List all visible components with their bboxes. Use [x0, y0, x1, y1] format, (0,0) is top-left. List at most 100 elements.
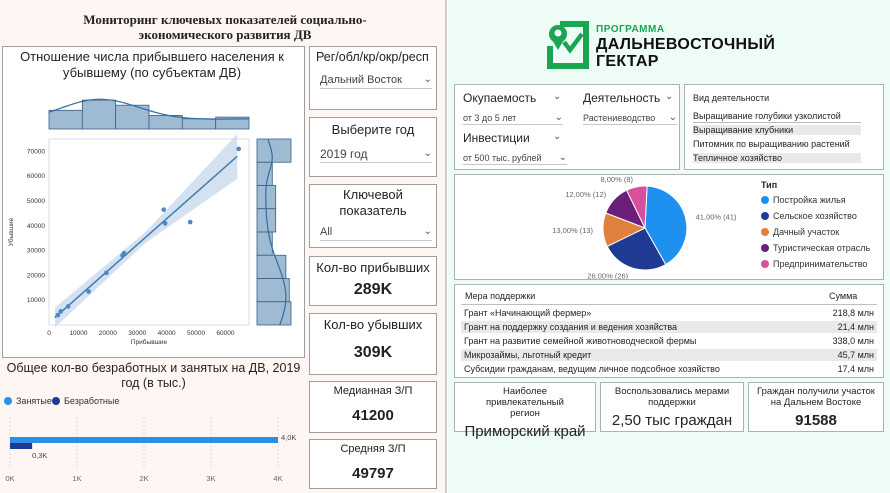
- scatter-chart-panel[interactable]: Отношение числа прибывшего населения к у…: [2, 46, 305, 358]
- kpi-value: 49797: [352, 465, 394, 482]
- pie-chart-panel[interactable]: 41,00% (41) 26,00% (26) 13,00% (13) 12,00% …: [454, 174, 884, 280]
- pie-slice[interactable]: [644, 185, 688, 266]
- scatter-point[interactable]: [161, 207, 167, 212]
- chevron-down-icon: ⌄: [423, 148, 432, 159]
- chevron-down-icon[interactable]: ⌄: [553, 131, 562, 142]
- x-tick-label: 40000: [158, 330, 176, 337]
- left-panel: Мониторинг ключевых показателей социальн…: [0, 0, 447, 493]
- year-dropdown[interactable]: 2019 год ⌄: [320, 145, 432, 163]
- pie-legend-item[interactable]: Предпринимательство: [761, 259, 867, 269]
- legend-unemployed[interactable]: Безработные: [52, 396, 119, 406]
- page-title: Мониторинг ключевых показателей социальн…: [83, 12, 367, 42]
- activity-item[interactable]: Выращивание голубики узколистой: [693, 111, 861, 123]
- scatter-point[interactable]: [162, 221, 168, 226]
- scatter-chart[interactable]: 0 10000 20000 30000 40000 50000 60000 10000 2000…: [3, 81, 304, 357]
- pie-slice[interactable]: [625, 185, 648, 229]
- pie-slice[interactable]: [606, 227, 667, 271]
- activity-item[interactable]: Тепличное хозяйство: [693, 153, 861, 163]
- histogram-bar: [256, 301, 292, 326]
- x-tick-label: 10000: [69, 330, 87, 337]
- pie-legend-item[interactable]: Туристическая отрасль: [761, 243, 870, 253]
- investment-dropdown[interactable]: от 500 тыс. рублей ⌄: [463, 151, 567, 165]
- bar-chart-panel[interactable]: Общее кол-во безработных и занятых на ДВ…: [2, 361, 305, 489]
- y-axis-label: Убывшие: [7, 217, 15, 246]
- year-dropdown-value: 2019 год: [320, 146, 368, 161]
- pie-legend-label: Предпринимательство: [773, 259, 868, 269]
- legend-employed-label: Занятые: [16, 396, 52, 406]
- year-slicer-label: Выберите год: [331, 122, 415, 137]
- bar-employed[interactable]: [10, 437, 278, 443]
- bar-unemployed[interactable]: [10, 443, 33, 449]
- table-row[interactable]: Субсидии гражданам, ведущим личное подсо…: [461, 363, 877, 375]
- x-tick-label: 3K: [206, 474, 215, 483]
- table-cell-measure: Субсидии гражданам, ведущим личное подсо…: [464, 364, 720, 374]
- investment-slicer[interactable]: Инвестиции ⌄ от 500 тыс. рублей ⌄: [459, 129, 567, 167]
- logo-line1: ПРОГРАММА: [596, 24, 665, 35]
- pie-chart[interactable]: 41,00% (41) 26,00% (26) 13,00% (13) 12,00% …: [455, 175, 755, 279]
- scatter-point[interactable]: [236, 146, 242, 152]
- chevron-down-icon: ⌄: [668, 112, 677, 123]
- x-tick-label: 1K: [72, 474, 81, 483]
- investment-slicer-label: Инвестиции: [463, 131, 530, 145]
- right-histogram: [256, 138, 292, 326]
- table-header-sum: Сумма: [829, 291, 858, 301]
- bar-data-label: 0,3K: [32, 451, 47, 460]
- chevron-down-icon: ⌄: [558, 152, 567, 163]
- table-row[interactable]: Микрозаймы, льготный кредит 45,7 млн: [461, 349, 877, 361]
- legend-employed[interactable]: Занятые: [4, 396, 52, 406]
- pie-data-label: 26,00% (26): [587, 272, 628, 279]
- card-value: Приморский край: [464, 423, 586, 440]
- kpi-value: 289K: [353, 281, 393, 298]
- indicator-slicer[interactable]: Ключевой показатель All ⌄: [309, 184, 437, 248]
- scatter-point[interactable]: [104, 270, 109, 276]
- scatter-point[interactable]: [55, 312, 61, 318]
- activity-slicer-label: Деятельность: [583, 91, 661, 105]
- pie-legend-item[interactable]: Постройка жилья: [761, 195, 846, 205]
- card-title: Воспользовались мерами поддержки: [614, 386, 730, 408]
- region-dropdown[interactable]: Дальний Восток ⌄: [320, 71, 432, 89]
- activity-item[interactable]: Питомник по выращиванию растений: [693, 139, 850, 149]
- indicator-dropdown-value: All: [320, 225, 333, 238]
- y-tick-label: 10000: [27, 297, 45, 304]
- y-tick-label: 70000: [27, 148, 45, 155]
- scatter-point[interactable]: [121, 250, 127, 256]
- payback-slicer[interactable]: Окупаемость ⌄ от 3 до 5 лет ⌄: [459, 89, 567, 127]
- activity-type-list: Вид деятельности Выращивание голубики уз…: [684, 84, 884, 170]
- kpi-title: Средняя З/П: [340, 443, 406, 455]
- scatter-point[interactable]: [65, 304, 71, 309]
- table-cell-measure: Грант на поддержку создания и ведения хо…: [464, 322, 678, 332]
- table-cell-sum: 338,0 млн: [832, 336, 874, 346]
- scatter-point[interactable]: [187, 219, 193, 225]
- pie-legend-label: Дачный участок: [773, 227, 840, 237]
- bar-chart[interactable]: 0K 1K 2K 3K 4K 4,0K 0,3K: [2, 409, 305, 489]
- year-slicer[interactable]: Выберите год 2019 год ⌄: [309, 117, 437, 177]
- filters-panel: Окупаемость ⌄ от 3 до 5 лет ⌄ Инвестиции…: [454, 84, 680, 170]
- legend-swatch: [761, 212, 769, 220]
- pie-legend-label: Сельское хозяйство: [773, 211, 857, 221]
- card-top-region: Наиболее привлекательный регион Приморск…: [454, 382, 596, 440]
- activity-type-label: Вид деятельности: [693, 93, 770, 103]
- activity-dropdown[interactable]: Растениеводство ⌄: [583, 111, 677, 125]
- region-slicer[interactable]: Рег/обл/кр/окр/респ Дальний Восток ⌄: [309, 46, 437, 110]
- scatter-point[interactable]: [58, 309, 64, 314]
- y-tick-label: 30000: [27, 248, 45, 255]
- table-row[interactable]: Грант «Начинающий фермер» 218,8 млн: [461, 307, 877, 319]
- legend-swatch: [761, 260, 769, 268]
- chevron-down-icon[interactable]: ⌄: [665, 91, 674, 102]
- indicator-dropdown[interactable]: All ⌄: [320, 223, 432, 241]
- pie-legend-item[interactable]: Сельское хозяйство: [761, 211, 857, 221]
- pie-legend-label: Туристическая отрасль: [773, 243, 871, 253]
- activity-slicer[interactable]: Деятельность ⌄ Растениеводство ⌄: [579, 89, 679, 127]
- table-row[interactable]: Грант на поддержку создания и ведения хо…: [461, 321, 877, 333]
- kpi-value: 309K: [353, 344, 393, 361]
- chevron-down-icon[interactable]: ⌄: [553, 91, 562, 102]
- pie-legend-item[interactable]: Дачный участок: [761, 227, 839, 237]
- card-title: Граждан получили участок на Дальнем Вост…: [757, 386, 875, 408]
- histogram-bar: [81, 99, 117, 130]
- activity-item[interactable]: Выращивание клубники: [693, 125, 861, 135]
- bar-chart-title: Общее кол-во безработных и занятых на ДВ…: [6, 361, 301, 390]
- card-title: Наиболее привлекательный регион: [486, 386, 564, 419]
- payback-dropdown[interactable]: от 3 до 5 лет ⌄: [463, 111, 563, 125]
- scatter-point[interactable]: [86, 289, 92, 294]
- table-row[interactable]: Грант на развитие семейной животноводчес…: [461, 335, 877, 347]
